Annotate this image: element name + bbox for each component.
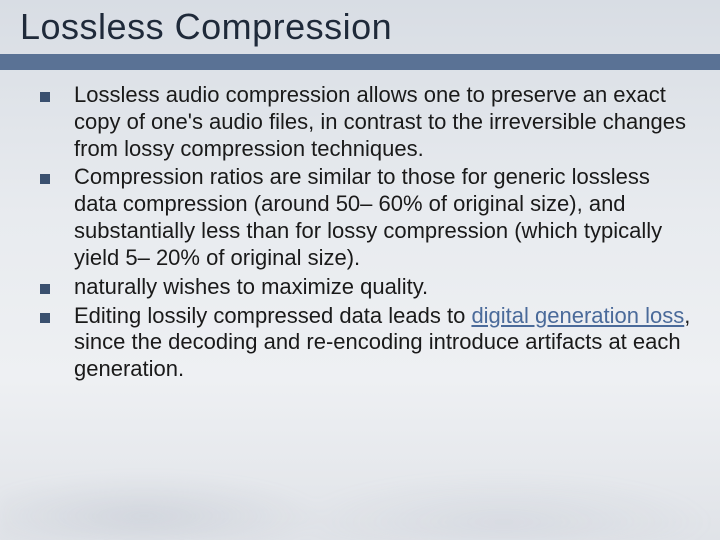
list-item: naturally wishes to maximize quality. [34,274,692,301]
bullet-icon [40,313,50,323]
bullet-icon [40,92,50,102]
bullet-text: Editing lossily compressed data leads to… [74,303,692,383]
slide-title: Lossless Compression [20,6,392,48]
bullet-text: Compression ratios are similar to those … [74,164,692,271]
bullet-text: Lossless audio compression allows one to… [74,82,692,162]
list-item: Lossless audio compression allows one to… [34,82,692,162]
bullet-icon [40,174,50,184]
title-band [0,54,720,70]
text-pre: Editing lossily compressed data leads to [74,303,471,328]
list-item: Editing lossily compressed data leads to… [34,303,692,383]
background-texture [0,420,720,540]
digital-generation-loss-link[interactable]: digital generation loss [471,303,684,328]
bullet-icon [40,284,50,294]
list-item: Compression ratios are similar to those … [34,164,692,271]
bullet-list: Lossless audio compression allows one to… [34,82,692,385]
bullet-text: naturally wishes to maximize quality. [74,274,692,301]
